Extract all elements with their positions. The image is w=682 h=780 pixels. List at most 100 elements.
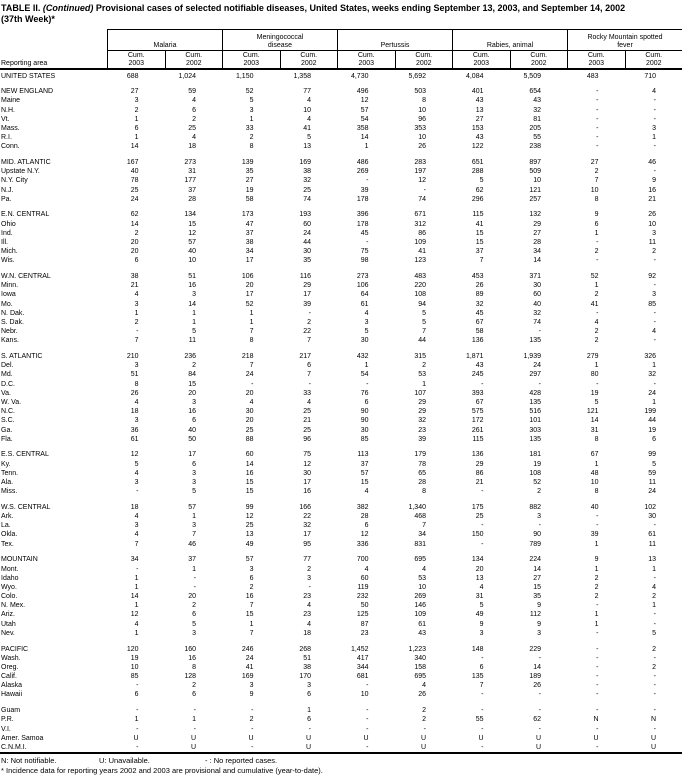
value-cell: 1 bbox=[594, 540, 599, 548]
value-cell: 132 bbox=[529, 211, 541, 219]
value-cell: 53 bbox=[418, 371, 426, 379]
value-cell: 13 bbox=[648, 556, 656, 564]
value-cell: - bbox=[653, 309, 656, 317]
value-cell: 106 bbox=[241, 273, 254, 281]
value-cell: 18 bbox=[303, 629, 311, 637]
column-group-rabies: Rabies, animal bbox=[452, 30, 567, 50]
value-cell: 57 bbox=[188, 503, 196, 511]
value-cell: 57 bbox=[360, 106, 369, 114]
table-row: Ariz. 12 6 15 23 125 109 49 112 1 - bbox=[0, 610, 682, 619]
value-cell: U bbox=[305, 734, 311, 742]
value-cell: - bbox=[366, 743, 369, 751]
value-cell: 4 bbox=[479, 583, 484, 591]
value-cell: 30 bbox=[360, 426, 369, 434]
value-cell: 44 bbox=[648, 417, 656, 425]
value-cell: 8 bbox=[134, 380, 139, 388]
value-cell: - bbox=[366, 380, 369, 388]
value-cell: - bbox=[538, 691, 541, 699]
value-cell: 17 bbox=[303, 531, 311, 539]
value-cell: - bbox=[136, 328, 139, 336]
table-row: C.N.M.I. - U - U - U - U - U bbox=[0, 743, 682, 752]
value-cell: 58 bbox=[475, 328, 484, 336]
value-cell: - bbox=[653, 654, 656, 662]
column-group-label: Malaria bbox=[153, 41, 177, 49]
value-cell: - bbox=[251, 725, 254, 733]
value-cell: 2 bbox=[422, 362, 426, 370]
value-cell: - bbox=[596, 707, 599, 715]
value-cell: 4 bbox=[364, 309, 369, 317]
value-cell: 882 bbox=[529, 503, 541, 511]
value-cell: 38 bbox=[245, 239, 254, 246]
value-cell: 897 bbox=[529, 159, 541, 166]
value-cell: 3 bbox=[134, 362, 139, 370]
title-week: (37th Week)* bbox=[1, 14, 55, 24]
value-cell: 5 bbox=[652, 629, 656, 637]
value-cell: 7 bbox=[134, 540, 139, 548]
value-cell: - bbox=[653, 168, 656, 176]
table-row: V.I. - - - - - - - - - - bbox=[0, 725, 682, 734]
value-cell: 1,358 bbox=[293, 72, 311, 80]
value-cell: 21 bbox=[130, 282, 139, 290]
area-cell: S. Dak. bbox=[1, 319, 24, 326]
value-cell: 38 bbox=[303, 168, 311, 176]
area-cell: PACIFIC bbox=[1, 645, 29, 653]
value-cell: 30 bbox=[648, 513, 656, 521]
column-group-row: Malaria Meningococcal disease Pertussis … bbox=[107, 29, 682, 51]
value-cell: 25 bbox=[303, 408, 311, 416]
value-cell: 279 bbox=[586, 353, 599, 361]
cum-header-pertussis-2002: Cum. 2002 bbox=[394, 51, 453, 68]
value-cell: 29 bbox=[303, 282, 311, 290]
value-cell: 5 bbox=[134, 460, 139, 468]
value-cell: 47 bbox=[245, 220, 254, 228]
value-cell: 14 bbox=[188, 300, 196, 308]
value-cell: - bbox=[538, 725, 541, 733]
value-cell: - bbox=[653, 707, 656, 715]
value-cell: 9 bbox=[537, 620, 541, 628]
value-cell: 4 bbox=[249, 399, 254, 406]
value-cell: 15 bbox=[360, 479, 369, 486]
value-cell: 3 bbox=[364, 319, 369, 326]
area-cell: E.N. CENTRAL bbox=[1, 211, 50, 219]
table-row: Ind. 2 12 37 24 45 86 15 27 1 3 bbox=[0, 229, 682, 238]
value-cell: 96 bbox=[303, 435, 311, 443]
cum-header-rabies-2003: Cum. 2003 bbox=[452, 51, 510, 68]
value-cell: U bbox=[363, 734, 369, 742]
value-cell: 33 bbox=[303, 389, 311, 397]
area-cell: N. Dak. bbox=[1, 309, 25, 317]
area-cell: Alaska bbox=[1, 682, 23, 690]
value-cell: 21 bbox=[475, 479, 484, 486]
value-cell: 41 bbox=[303, 124, 311, 132]
value-cell: 23 bbox=[360, 629, 369, 637]
value-cell: 197 bbox=[414, 168, 426, 176]
area-cell: Conn. bbox=[1, 143, 20, 151]
area-cell: P.R. bbox=[1, 716, 14, 724]
value-cell: 46 bbox=[188, 540, 196, 548]
value-cell: 17 bbox=[303, 291, 311, 299]
value-cell: 1 bbox=[594, 460, 599, 468]
value-cell: 65 bbox=[418, 469, 426, 477]
value-cell: 61 bbox=[648, 531, 656, 539]
area-cell: W. Va. bbox=[1, 399, 22, 406]
value-cell: - bbox=[193, 725, 196, 733]
table-row: N.C. 18 16 30 25 90 29 575 516 121 199 bbox=[0, 407, 682, 416]
area-cell: Upstate N.Y. bbox=[1, 168, 40, 176]
value-cell: 496 bbox=[356, 88, 369, 96]
table-row: Amer. Samoa U U U U U U U U U U bbox=[0, 734, 682, 743]
value-cell: 122 bbox=[471, 143, 484, 151]
value-cell: 269 bbox=[356, 168, 369, 176]
value-cell: 4,730 bbox=[350, 72, 369, 80]
value-cell: 695 bbox=[414, 673, 426, 681]
value-cell: 22 bbox=[303, 328, 311, 336]
value-cell: 37 bbox=[188, 186, 196, 194]
value-cell: 224 bbox=[529, 556, 541, 564]
value-cell: 181 bbox=[529, 451, 541, 459]
value-cell: 134 bbox=[471, 556, 484, 564]
value-cell: 94 bbox=[418, 300, 426, 308]
area-cell: Ala. bbox=[1, 479, 14, 486]
value-cell: 273 bbox=[356, 273, 369, 281]
table-row: N.Y. City 78 177 27 32 - 12 5 10 7 9 bbox=[0, 176, 682, 185]
value-cell: 1 bbox=[422, 380, 426, 388]
value-cell: 20 bbox=[188, 593, 196, 601]
table-row: Idaho 1 - 6 3 60 53 13 27 2 - bbox=[0, 574, 682, 583]
value-cell: - bbox=[596, 629, 599, 637]
